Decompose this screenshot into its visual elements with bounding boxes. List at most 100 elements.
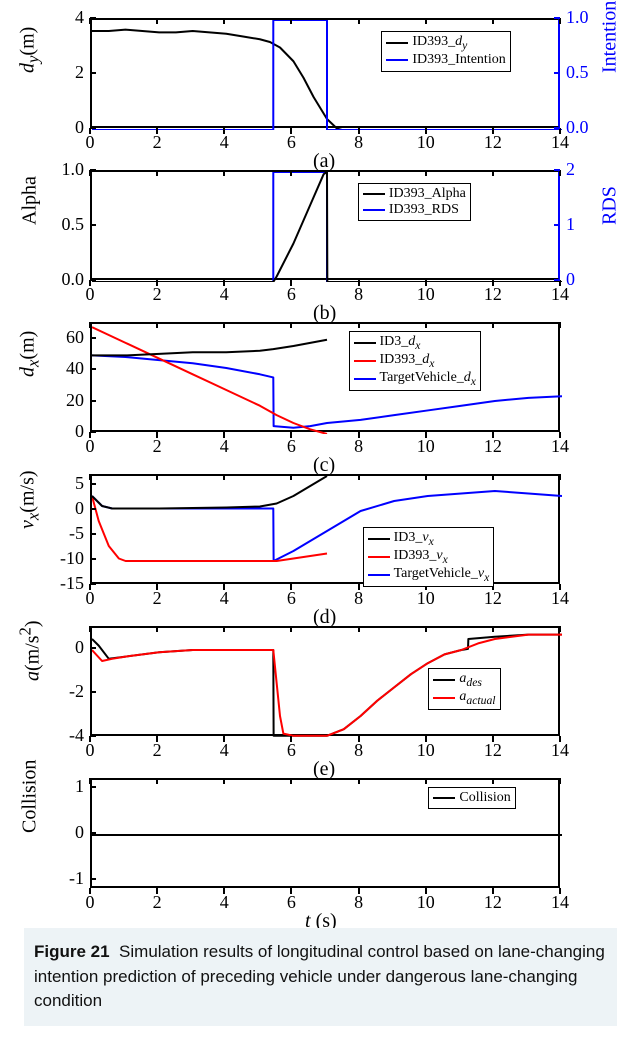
- y-label-e: a(m/s2): [16, 620, 45, 681]
- x-tick-label: 8: [347, 436, 371, 457]
- x-tick-top: [425, 474, 427, 480]
- x-tick-label: 6: [279, 284, 303, 305]
- x-tick-top: [290, 322, 292, 328]
- x-tick-label: 4: [212, 132, 236, 153]
- legend-label: ID3_vx: [394, 530, 434, 548]
- legend-swatch: [354, 360, 376, 362]
- y2-tick-label: 2: [566, 159, 575, 180]
- x-tick-top: [290, 474, 292, 480]
- y-tick-label: 1: [75, 776, 84, 797]
- x-tick-top: [223, 170, 225, 176]
- y2-tick-label: 0: [566, 269, 575, 290]
- legend-label: aactual: [459, 689, 495, 707]
- x-tick-label: 6: [279, 892, 303, 913]
- x-tick-top: [358, 626, 360, 632]
- legend-swatch: [363, 193, 385, 195]
- y-tick: [90, 483, 96, 485]
- x-tick-label: 6: [279, 740, 303, 761]
- y-tick-label: 0: [75, 498, 84, 519]
- x-tick-top: [89, 626, 91, 632]
- y2-tick-label: 1: [566, 214, 575, 235]
- x-tick-label: 12: [481, 436, 505, 457]
- x-tick-top: [559, 778, 561, 784]
- legend-item: ID393_Alpha: [363, 186, 466, 202]
- y-tick-label: -1: [69, 868, 84, 889]
- x-tick-top: [492, 170, 494, 176]
- x-tick-label: 2: [145, 892, 169, 913]
- y-tick: [90, 17, 96, 19]
- x-tick-top: [156, 778, 158, 784]
- y-tick-label: -4: [69, 725, 84, 746]
- y-tick-label: 60: [66, 327, 84, 348]
- x-tick-label: 2: [145, 588, 169, 609]
- y-tick-label: 0: [75, 822, 84, 843]
- legend-item: ID3_dx: [354, 334, 476, 352]
- x-tick-label: 10: [414, 588, 438, 609]
- y2-tick: [554, 279, 560, 281]
- x-tick-top: [89, 778, 91, 784]
- y-tick: [90, 224, 96, 226]
- x-tick-top: [559, 626, 561, 632]
- y-label-d: vx(m/s): [17, 470, 44, 529]
- y-tick: [90, 735, 96, 737]
- x-tick-top: [156, 626, 158, 632]
- y-tick-label: 0.0: [62, 269, 85, 290]
- x-tick-top: [89, 474, 91, 480]
- x-tick-label: 10: [414, 740, 438, 761]
- x-tick-top: [492, 322, 494, 328]
- y-tick: [90, 368, 96, 370]
- x-tick-label: 14: [548, 740, 572, 761]
- x-tick-top: [156, 474, 158, 480]
- x-tick-label: 8: [347, 740, 371, 761]
- x-tick-top: [559, 474, 561, 480]
- x-tick-top: [156, 18, 158, 24]
- x-tick-top: [425, 18, 427, 24]
- y-tick: [90, 337, 96, 339]
- y-tick-label: 0: [75, 637, 84, 658]
- x-tick-top: [290, 778, 292, 784]
- x-tick-top: [223, 778, 225, 784]
- x-tick-label: 10: [414, 436, 438, 457]
- y-label-b: Alpha: [19, 176, 42, 225]
- legend-item: Collision: [433, 790, 510, 806]
- y-tick-label: 4: [75, 7, 84, 28]
- y-tick-label: 1.0: [62, 159, 85, 180]
- y-tick-label: -15: [60, 573, 84, 594]
- x-tick-top: [290, 18, 292, 24]
- legend-label: ID393_dy: [412, 34, 467, 52]
- legend-swatch: [433, 679, 455, 681]
- y2-tick: [554, 72, 560, 74]
- legend-swatch: [433, 697, 455, 699]
- y-tick-label: 0.5: [62, 214, 85, 235]
- legend-item: ID393_dy: [386, 34, 505, 52]
- x-tick-top: [425, 778, 427, 784]
- x-tick-label: 2: [145, 436, 169, 457]
- y-tick-label: 2: [75, 62, 84, 83]
- y2-label-a: Intention: [599, 1, 622, 73]
- x-tick-top: [358, 322, 360, 328]
- legend-swatch: [368, 538, 390, 540]
- legend-label: ID393_dx: [380, 352, 435, 370]
- x-tick-label: 10: [414, 132, 438, 153]
- legend-swatch: [433, 797, 455, 799]
- legend-e: adesaactual: [428, 668, 500, 710]
- x-tick-label: 8: [347, 132, 371, 153]
- x-tick-label: 10: [414, 892, 438, 913]
- legend-swatch: [386, 42, 408, 44]
- plot-c: [90, 322, 560, 432]
- figure: 024681012140240.00.51.0dy(m)Intention(a)…: [0, 0, 641, 1044]
- x-tick-label: 14: [548, 436, 572, 457]
- x-tick-label: 4: [212, 740, 236, 761]
- x-tick-top: [425, 322, 427, 328]
- y-label-f: Collision: [19, 760, 42, 833]
- y-label-a: dy(m): [17, 27, 44, 73]
- y-tick: [90, 72, 96, 74]
- y2-tick: [554, 17, 560, 19]
- legend-label: TargetVehicle_vx: [394, 566, 490, 584]
- legend-label: ID393_Intention: [412, 52, 505, 68]
- legend-b: ID393_AlphaID393_RDS: [358, 183, 471, 221]
- x-tick-label: 2: [145, 284, 169, 305]
- legend-swatch: [368, 574, 390, 576]
- y-tick: [90, 558, 96, 560]
- x-tick-top: [492, 778, 494, 784]
